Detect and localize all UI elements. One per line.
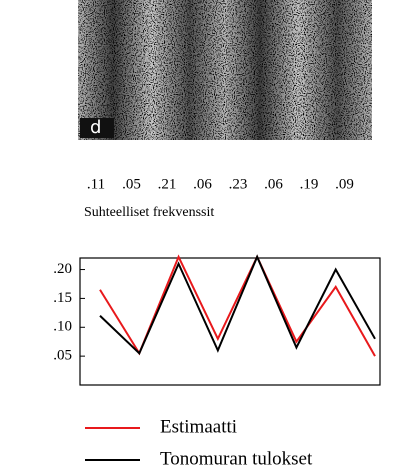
frequency-label: .06 [264,176,283,192]
y-tick-label: .05 [53,348,72,364]
frequency-label: .09 [335,176,354,192]
y-tick-label: .15 [53,290,72,306]
figure: d Suhteelliset frekvenssit .11 .05 .21 .06.… [0,0,401,473]
series-line [100,257,375,353]
frequency-label: .05 [122,176,141,192]
caption: Suhteelliset frekvenssit [84,205,214,220]
frequency-label: .19 [300,176,319,192]
frequency-label: .21 [158,176,177,192]
legend-label: Estimaatti [160,416,237,437]
frequency-label: .06 [193,176,212,192]
texture-image: d [78,0,372,140]
legend-label: Tonomuran tulokset [160,448,313,469]
texture [78,0,372,140]
frequency-label: .11 [87,176,105,192]
panel-label: d [90,117,101,138]
y-tick-label: .20 [53,261,72,277]
y-tick-label: .10 [53,319,72,335]
frequency-label: .23 [229,176,248,192]
